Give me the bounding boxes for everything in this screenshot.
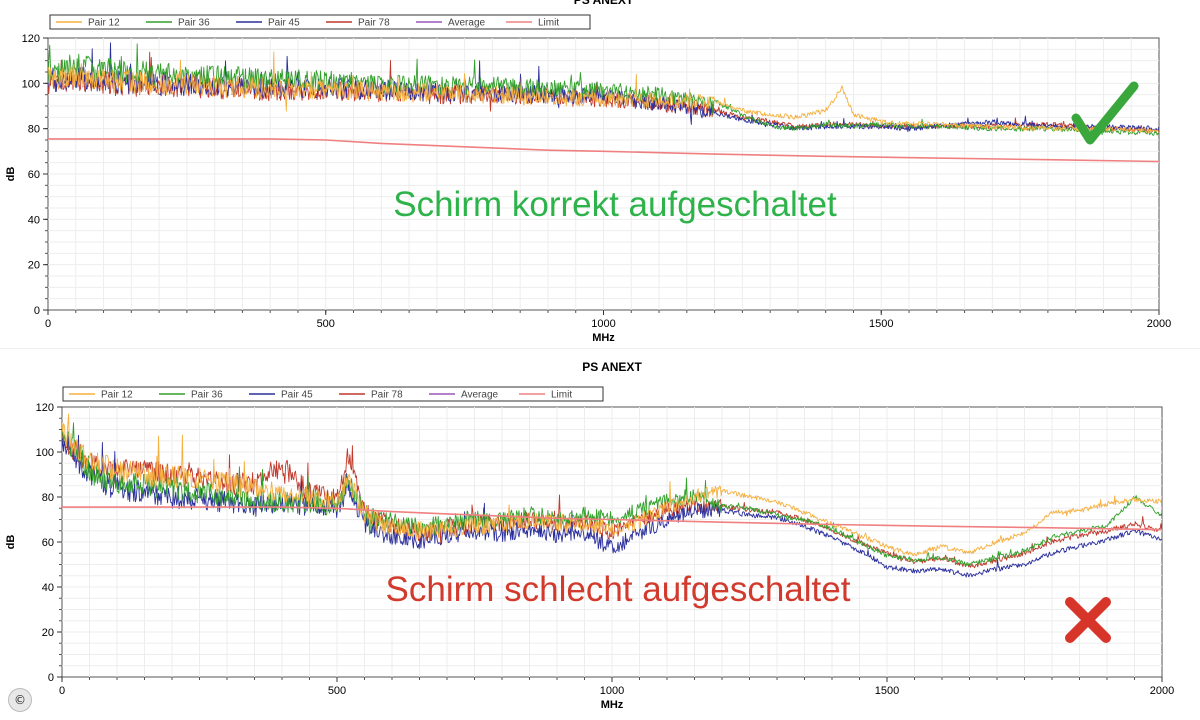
checkmark-icon [1071,81,1139,145]
tick-label-x: 1000 [591,318,615,330]
legend-label-pair-36: Pair 36 [178,18,210,29]
tick-label-x: 500 [328,685,346,697]
tick-label-x: 2000 [1147,318,1171,330]
series-line-limit [62,506,1162,531]
x-axis-label: MHz [592,332,615,344]
legend-label-pair-12: Pair 12 [101,390,133,401]
series-group [48,42,1159,163]
series-line-pair-45 [62,434,1162,578]
legend: Pair 12 Pair 36 Pair 45 Pair 78 Average Limit [49,14,591,30]
legend: Pair 12 Pair 36 Pair 45 Pair 78 Average Limit [62,386,604,402]
y-axis-label: dB [5,167,17,182]
series-line-limit [48,138,1159,163]
legend-label-pair-45: Pair 45 [268,18,300,29]
tick-label-x: 0 [59,685,65,697]
tick-label-y: 20 [28,260,40,272]
annotation-text: Schirm schlecht aufgeschaltet [386,570,851,609]
tick-label-x: 0 [45,318,51,330]
tick-label-x: 500 [317,318,335,330]
annotation-text: Schirm korrekt aufgeschaltet [393,185,837,224]
legend-label-limit: Limit [551,390,572,401]
tick-label-y: 60 [42,537,54,549]
series-line-pair-36 [62,422,1162,567]
legend-label-pair-78: Pair 78 [371,390,403,401]
legend-label-pair-45: Pair 45 [281,390,313,401]
tick-label-y: 80 [28,124,40,136]
cross-icon [1065,597,1111,643]
tick-label-y: 0 [48,672,54,684]
series-line-pair-12 [62,413,1162,557]
tick-label-x: 1500 [875,685,899,697]
grid [59,407,1162,680]
x-axis-label: MHz [601,699,624,711]
copyright-icon: © [8,688,32,712]
legend-label-pair-12: Pair 12 [88,18,120,29]
tick-label-y: 120 [22,33,40,45]
chart-pair-correct: PS ANEXT 0 500 1000 1500 2000 0 20 40 60 80 100 120 M… [5,0,1171,344]
chart-title: PS ANEXT [574,0,634,7]
tick-label-y: 100 [36,447,54,459]
chart-separator [0,348,1200,349]
legend-label-pair-78: Pair 78 [358,18,390,29]
tick-label-x: 1500 [869,318,893,330]
tick-label-y: 60 [28,169,40,181]
series-line-pair-45 [48,42,1159,133]
tick-label-y: 0 [34,305,40,317]
tick-label-y: 20 [42,627,54,639]
tick-label-y: 40 [42,582,54,594]
tick-label-x: 1000 [600,685,624,697]
chart-title: PS ANEXT [582,360,642,374]
legend-box [62,386,604,402]
legend-label-average: Average [461,390,499,401]
y-axis-label: dB [5,535,17,550]
tick-label-y: 100 [22,78,40,90]
tick-label-x: 2000 [1150,685,1174,697]
series-line-pair-36 [48,43,1159,136]
legend-box [49,14,591,30]
tick-label-y: 120 [36,402,54,414]
series-line-pair-12 [48,51,1159,134]
legend-label-limit: Limit [538,18,559,29]
legend-label-pair-36: Pair 36 [191,390,223,401]
legend-label-average: Average [448,18,486,29]
series-group [62,413,1162,578]
tick-label-y: 80 [42,492,54,504]
tick-label-y: 40 [28,214,40,226]
chart-pair-bad: PS ANEXT 0 500 1000 1500 2000 0 20 40 60 80 100 120 M… [5,360,1174,711]
